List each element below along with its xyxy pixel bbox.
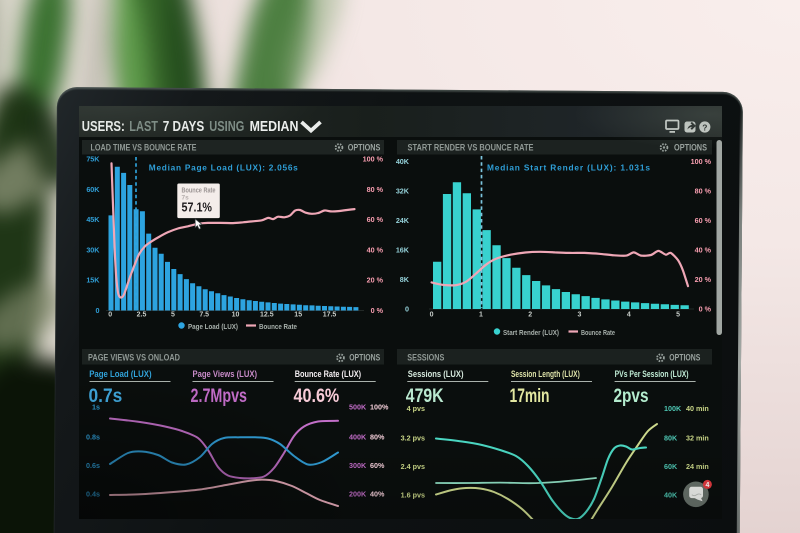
- svg-text:PAGE VIEWS VS ONLOAD: PAGE VIEWS VS ONLOAD: [88, 353, 180, 363]
- svg-text:0 %: 0 %: [699, 305, 712, 314]
- svg-text:5: 5: [676, 312, 680, 319]
- svg-text:0.6s: 0.6s: [86, 461, 100, 470]
- svg-text:3: 3: [578, 312, 582, 319]
- svg-text:60%: 60%: [370, 461, 385, 470]
- svg-text:1s: 1s: [92, 403, 100, 412]
- svg-text:SESSIONS: SESSIONS: [407, 353, 444, 363]
- svg-text:17min: 17min: [510, 386, 550, 407]
- svg-text:2.7Mpvs: 2.7Mpvs: [191, 386, 248, 407]
- svg-text:Bounce Rate: Bounce Rate: [182, 186, 216, 195]
- svg-text:100 %: 100 %: [691, 157, 712, 166]
- svg-text:80 %: 80 %: [367, 185, 384, 194]
- svg-text:40 %: 40 %: [367, 245, 384, 254]
- svg-text:75K: 75K: [86, 155, 100, 164]
- svg-text:Page Load (LUX): Page Load (LUX): [188, 322, 238, 331]
- svg-text:80 %: 80 %: [695, 187, 712, 196]
- svg-text:Bounce Rate: Bounce Rate: [259, 322, 297, 331]
- svg-text:LOAD TIME VS BOUNCE RATE: LOAD TIME VS BOUNCE RATE: [91, 143, 197, 153]
- svg-text:START RENDER VS BOUNCE RATE: START RENDER VS BOUNCE RATE: [408, 143, 534, 153]
- svg-text:0: 0: [430, 312, 434, 319]
- svg-text:Bounce Rate (LUX): Bounce Rate (LUX): [295, 369, 361, 379]
- svg-text:60K: 60K: [86, 185, 100, 194]
- svg-text:24 min: 24 min: [686, 462, 709, 471]
- svg-text:0: 0: [108, 312, 112, 319]
- svg-text:500K: 500K: [349, 403, 367, 412]
- svg-text:17.5: 17.5: [323, 312, 337, 319]
- svg-text:MEDIAN: MEDIAN: [250, 118, 299, 135]
- svg-text:30K: 30K: [86, 245, 100, 254]
- svg-text:Start Render (LUX): Start Render (LUX): [503, 328, 559, 337]
- svg-text:?: ?: [702, 123, 707, 133]
- svg-text:57.1%: 57.1%: [182, 200, 213, 214]
- svg-text:24K: 24K: [396, 216, 410, 225]
- svg-text:4: 4: [627, 312, 631, 319]
- svg-text:80%: 80%: [370, 433, 385, 442]
- svg-text:Sessions (LUX): Sessions (LUX): [408, 369, 464, 379]
- svg-text:LAST: LAST: [129, 118, 158, 135]
- svg-text:0: 0: [96, 306, 100, 315]
- svg-text:Page Load (LUX): Page Load (LUX): [89, 369, 151, 379]
- svg-text:OPTIONS: OPTIONS: [669, 353, 700, 363]
- svg-text:5: 5: [171, 312, 175, 319]
- svg-text:400K: 400K: [349, 433, 367, 442]
- svg-text:USING: USING: [209, 118, 244, 135]
- svg-text:12.5: 12.5: [260, 312, 274, 319]
- svg-text:20 %: 20 %: [695, 275, 712, 284]
- svg-text:Median Start Render (LUX): 1.0: Median Start Render (LUX): 1.031s: [487, 163, 650, 173]
- svg-text:Page Views (LUX): Page Views (LUX): [193, 369, 258, 379]
- svg-text:60K: 60K: [664, 462, 678, 471]
- svg-text:100 %: 100 %: [363, 155, 384, 164]
- svg-text:80K: 80K: [664, 434, 678, 443]
- svg-text:4: 4: [705, 482, 709, 489]
- svg-text:40 %: 40 %: [695, 246, 712, 255]
- svg-text:USERS:: USERS:: [82, 118, 125, 135]
- svg-text:0.7s: 0.7s: [89, 386, 123, 407]
- svg-text:8K: 8K: [400, 275, 410, 284]
- svg-text:0: 0: [405, 305, 409, 314]
- svg-text:40K: 40K: [664, 491, 678, 500]
- svg-text:OPTIONS: OPTIONS: [349, 353, 380, 363]
- svg-text:10: 10: [232, 312, 240, 319]
- svg-text:20 %: 20 %: [367, 276, 384, 285]
- svg-text:32K: 32K: [396, 187, 410, 196]
- svg-text:OPTIONS: OPTIONS: [674, 143, 707, 153]
- svg-text:2pvs: 2pvs: [614, 386, 649, 407]
- svg-text:2.5: 2.5: [137, 312, 147, 319]
- svg-text:2.4 pvs: 2.4 pvs: [401, 462, 425, 471]
- svg-text:7 DAYS: 7 DAYS: [163, 118, 205, 135]
- svg-text:100%: 100%: [370, 403, 389, 412]
- svg-text:Bounce Rate: Bounce Rate: [581, 328, 615, 337]
- svg-text:15: 15: [294, 312, 302, 319]
- svg-text:Session Length (LUX): Session Length (LUX): [511, 369, 580, 379]
- svg-text:32 min: 32 min: [686, 434, 709, 443]
- svg-text:45K: 45K: [86, 215, 100, 224]
- svg-text:7s: 7s: [182, 195, 190, 202]
- svg-text:200K: 200K: [349, 490, 367, 499]
- svg-text:0.8s: 0.8s: [86, 433, 100, 442]
- svg-text:PVs Per Session (LUX): PVs Per Session (LUX): [615, 369, 689, 379]
- svg-text:15K: 15K: [86, 276, 100, 285]
- svg-text:16K: 16K: [396, 246, 410, 255]
- svg-text:1.6 pvs: 1.6 pvs: [401, 491, 425, 500]
- svg-text:1: 1: [479, 312, 483, 319]
- svg-text:60 %: 60 %: [695, 216, 712, 225]
- svg-text:479K: 479K: [406, 386, 444, 407]
- svg-text:3.2 pvs: 3.2 pvs: [401, 434, 425, 443]
- svg-text:2: 2: [528, 312, 532, 319]
- svg-text:40 min: 40 min: [686, 404, 709, 413]
- svg-text:40%: 40%: [370, 490, 385, 499]
- svg-text:7.5: 7.5: [199, 312, 209, 319]
- svg-text:Median Page Load (LUX): 2.056s: Median Page Load (LUX): 2.056s: [149, 163, 298, 173]
- svg-text:100K: 100K: [664, 404, 682, 413]
- svg-text:40.6%: 40.6%: [294, 386, 340, 407]
- svg-text:40K: 40K: [396, 157, 410, 166]
- svg-text:4 pvs: 4 pvs: [407, 404, 425, 413]
- svg-text:0.4s: 0.4s: [86, 490, 100, 499]
- svg-text:60 %: 60 %: [367, 215, 384, 224]
- svg-text:OPTIONS: OPTIONS: [348, 143, 381, 153]
- svg-text:300K: 300K: [349, 461, 367, 470]
- svg-text:0 %: 0 %: [371, 306, 384, 315]
